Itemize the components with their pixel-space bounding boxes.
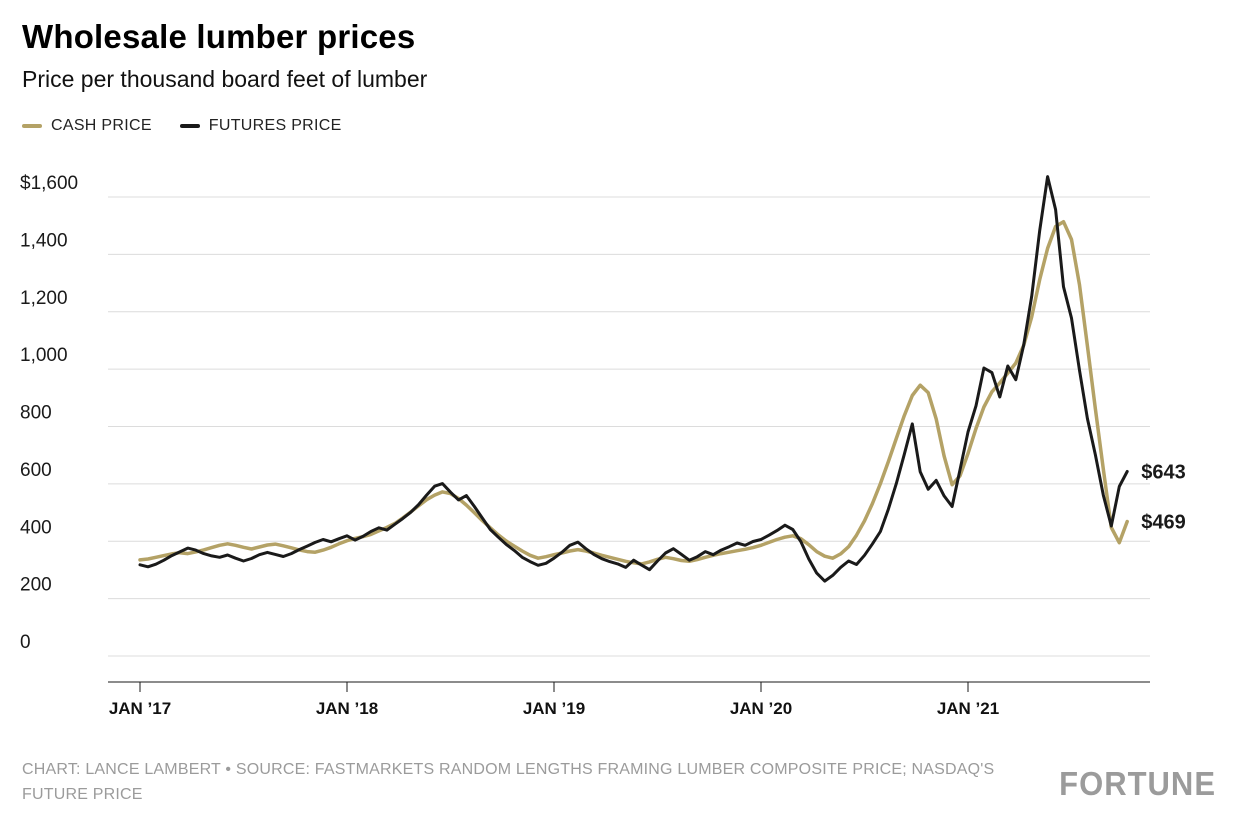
lumber-price-line-chart: $1,600 1,400 1,200 1,000 800 600 400 200 0 JAN ’1…: [20, 173, 1186, 718]
fortune-logo: FORTUNE: [1059, 764, 1216, 803]
y-axis-label: 200: [20, 575, 52, 596]
chart-card: Wholesale lumber prices Price per thousa…: [20, 18, 1216, 808]
x-axis-label: JAN ’19: [523, 699, 585, 718]
legend: CASH PRICE FUTURES PRICE: [22, 115, 1216, 137]
cash-price-end-label: $469: [1141, 511, 1186, 533]
futures-price-end-label: $643: [1141, 462, 1186, 484]
y-axis-label: 800: [20, 403, 52, 424]
legend-item-cash-price: CASH PRICE: [22, 117, 152, 135]
futures-price-line-swatch: [179, 124, 200, 128]
chart-title: Wholesale lumber prices: [22, 18, 416, 55]
chart-footer: CHART: LANCE LAMBERT • SOURCE: FASTMARKE…: [22, 758, 1216, 808]
y-axis-label: 600: [20, 460, 52, 481]
y-axis-label: 1,000: [20, 345, 68, 366]
futures-price-legend-label: FUTURES PRICE: [208, 117, 342, 134]
chart-credit: CHART: LANCE LAMBERT • SOURCE: FASTMARKE…: [22, 761, 995, 803]
y-axis-label: $1,600: [20, 173, 78, 194]
chart-subtitle: Price per thousand board feet of lumber: [22, 66, 428, 92]
x-axis-label: JAN ’20: [730, 699, 792, 718]
cash-price-line: [138, 219, 1129, 566]
legend-item-futures-price: FUTURES PRICE: [179, 117, 342, 135]
x-axis-label: JAN ’18: [316, 699, 378, 718]
y-axis-label: 0: [20, 632, 31, 653]
cash-price-legend-label: CASH PRICE: [51, 117, 152, 134]
y-axis-label: 1,200: [20, 288, 68, 309]
y-axis-label: 400: [20, 517, 52, 538]
futures-price-line: [138, 175, 1129, 583]
x-axis-label: JAN ’17: [109, 699, 171, 718]
y-axis-label: 1,400: [20, 230, 68, 251]
chart-header: Wholesale lumber prices Price per thousa…: [22, 18, 1216, 93]
cash-price-line-swatch: [22, 124, 42, 128]
x-axis-label: JAN ’21: [937, 699, 999, 718]
